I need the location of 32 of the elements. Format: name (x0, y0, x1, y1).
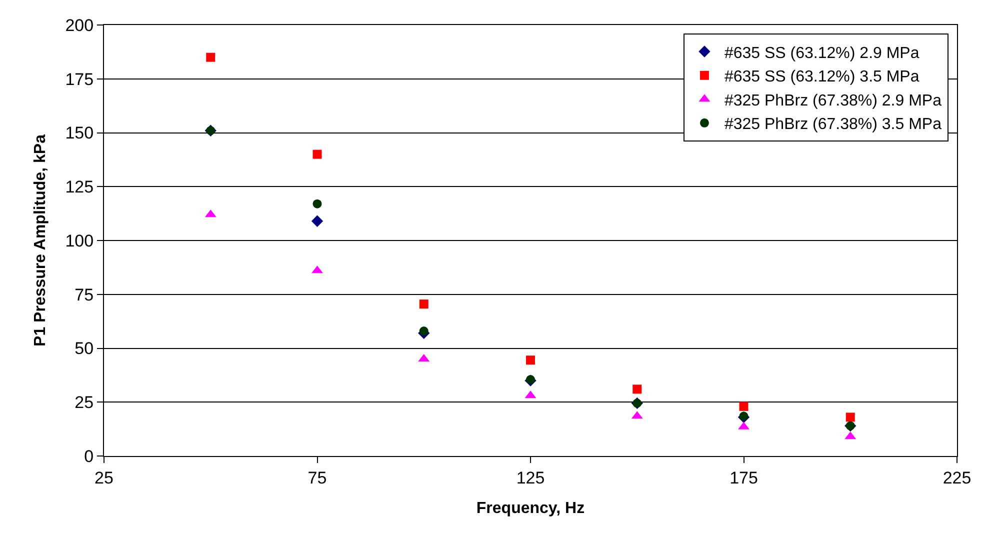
y-tick-label: 50 (74, 339, 94, 358)
point (419, 326, 428, 336)
legend-label: #635 SS (63.12%) 3.5 MPa (724, 68, 920, 86)
y-tick-label: 200 (65, 16, 94, 35)
y-axis-title: P1 Pressure Amplitude, kPa (32, 134, 50, 346)
y-tick-label: 25 (74, 393, 94, 412)
y-tick-label: 125 (65, 178, 94, 197)
point (846, 412, 855, 422)
point (632, 384, 642, 394)
y-tick-label: 100 (65, 231, 94, 250)
y-tick-label: 150 (65, 124, 94, 143)
point (526, 375, 535, 384)
point (739, 412, 748, 421)
point (312, 199, 322, 208)
legend-label: #325 PhBrz (67.38%) 2.9 MPa (724, 92, 942, 110)
x-tick-label: 25 (94, 468, 114, 488)
point (526, 356, 535, 365)
x-axis-title: Frequency, Hz (476, 500, 585, 518)
x-tick-label: 225 (942, 468, 972, 488)
point (739, 402, 748, 411)
y-tick-label: 175 (65, 70, 94, 89)
legend-label: #325 PhBrz (67.38%) 3.5 MPa (724, 116, 942, 134)
y-tick-label: 75 (74, 285, 94, 304)
x-tick-label: 125 (516, 468, 545, 488)
point (311, 215, 324, 227)
y-tick-label: 0 (84, 446, 94, 466)
point (312, 150, 322, 159)
point (206, 52, 216, 62)
legend-label: #635 SS (63.12%) 2.9 MPa (724, 44, 920, 62)
x-tick-label: 175 (730, 468, 758, 488)
point (419, 300, 428, 309)
x-tick-label: 75 (308, 468, 327, 488)
